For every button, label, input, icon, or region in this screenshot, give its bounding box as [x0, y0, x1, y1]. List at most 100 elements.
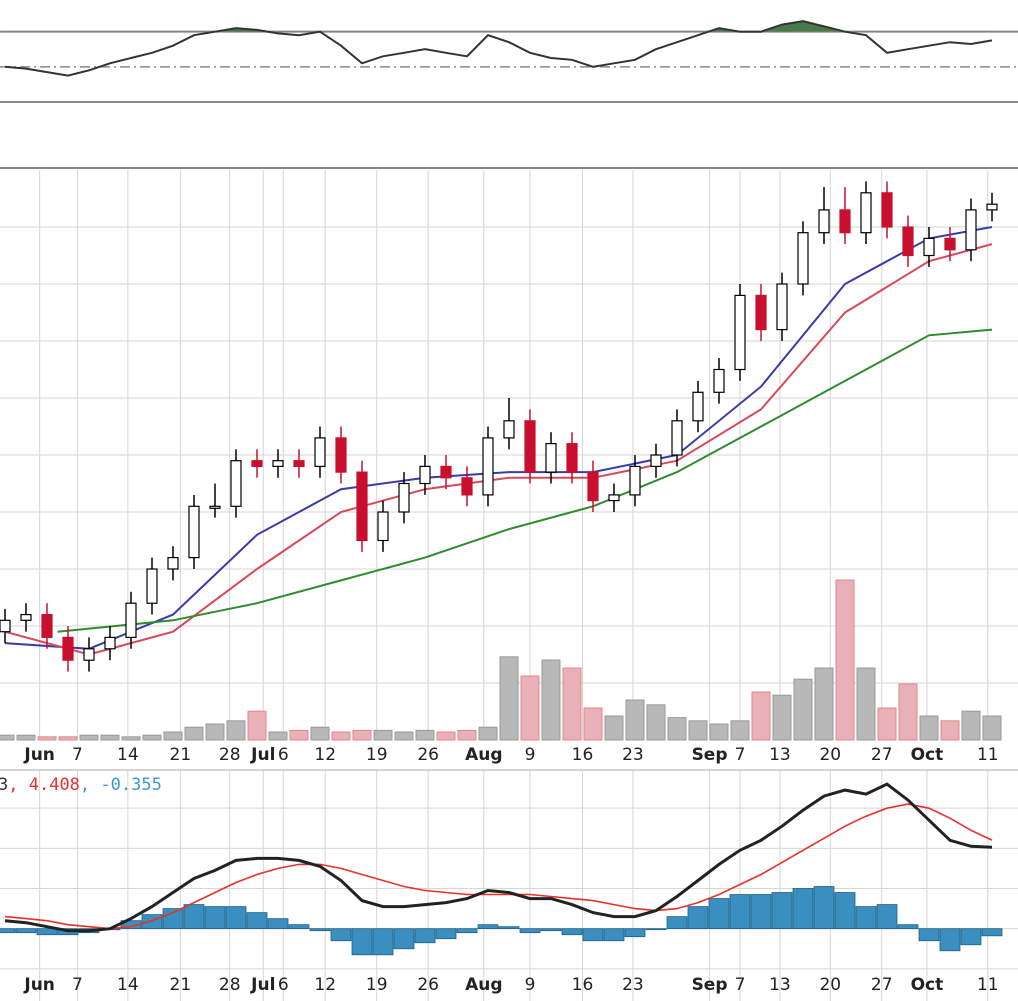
volume-bar [982, 715, 1002, 741]
x-tick-label: 16 [572, 745, 594, 765]
histogram-bar [372, 928, 394, 956]
volume-bar [688, 720, 708, 741]
candle-body [713, 368, 725, 393]
volume-bar [562, 667, 582, 741]
volume-bar [331, 731, 351, 741]
histogram-bar [981, 928, 1003, 937]
candle-body [587, 471, 599, 502]
histogram-bar [834, 892, 856, 930]
histogram-bar [645, 928, 667, 931]
volume-bar [499, 656, 519, 741]
volume-bar [457, 729, 477, 741]
x-tick-label: 12 [314, 975, 336, 995]
volume-bar [352, 729, 372, 741]
volume-bar [625, 699, 645, 741]
candle-body [377, 511, 389, 542]
x-tick-label: 23 [622, 975, 644, 995]
volume-bar [205, 723, 225, 741]
x-tick-label: Sep [692, 745, 728, 765]
histogram-bar [183, 904, 205, 930]
candle-body [839, 209, 851, 234]
histogram-bar [561, 928, 583, 936]
histogram-bar [393, 928, 415, 950]
candle-body [293, 460, 305, 468]
volume-bar [373, 729, 393, 741]
x-tick-label: 13 [769, 745, 791, 765]
candle-body [692, 391, 704, 422]
x-tick-label: 6 [278, 745, 289, 765]
candle-body [482, 437, 494, 496]
x-tick-label: 7 [72, 745, 83, 765]
volume-bar [583, 707, 603, 741]
macd-line [4, 782, 993, 933]
histogram-bar [225, 906, 247, 930]
histogram-bar [330, 928, 352, 942]
moving-average [4, 243, 993, 656]
x-tick-label: 20 [819, 745, 841, 765]
x-tick-label: 6 [278, 975, 289, 995]
x-tick-label: 21 [170, 745, 192, 765]
candle-body [860, 192, 872, 234]
x-tick-label: 26 [417, 745, 439, 765]
histogram-bar [351, 928, 373, 956]
volume-bar [394, 731, 414, 741]
histogram-bar [141, 914, 163, 930]
candle-body [104, 636, 116, 650]
histogram-bar [498, 926, 520, 930]
candle-body [356, 471, 368, 542]
histogram-bar [729, 894, 751, 930]
candle-body [188, 505, 200, 559]
volume-bar [814, 667, 834, 741]
volume-bar [142, 734, 162, 741]
histogram-bar [708, 898, 730, 930]
histogram-bar [813, 886, 835, 930]
x-tick-label: 27 [871, 975, 893, 995]
candle-body [881, 192, 893, 228]
x-tick-label: Oct [911, 975, 944, 995]
volume-bar [79, 734, 99, 741]
overbought-area [215, 21, 845, 32]
candle-body [419, 465, 431, 485]
volume-bar [58, 736, 78, 741]
volume-bar [856, 667, 876, 741]
candle-body [818, 209, 830, 234]
histogram-bar [288, 924, 310, 930]
x-tick-label: 28 [219, 745, 241, 765]
x-tick-label: Aug [465, 975, 502, 995]
histogram-bar [456, 928, 478, 934]
volume-bar [478, 726, 498, 741]
candle-body [314, 437, 326, 467]
x-tick-label: 19 [366, 975, 388, 995]
legend-entry: 4.408 [29, 775, 80, 795]
x-tick-label: 11 [977, 745, 999, 765]
volume-bar [310, 726, 330, 741]
x-tick-label: 20 [819, 975, 841, 995]
volume-bar [37, 736, 57, 741]
volume-bar [940, 720, 960, 741]
candle-body [650, 454, 662, 467]
candle-body [167, 556, 179, 570]
legend-separator: , [8, 775, 28, 795]
x-tick-label: 27 [871, 745, 893, 765]
histogram-bar [960, 928, 982, 946]
legend-entry: -0.355 [100, 775, 161, 795]
volume-bar [709, 723, 729, 741]
candle-body [272, 460, 284, 468]
x-tick-label: 13 [769, 975, 791, 995]
x-tick-label: 28 [219, 975, 241, 995]
histogram-bar [204, 906, 226, 930]
x-tick-label: 21 [170, 975, 192, 995]
legend: 3, 4.408, -0.355 [0, 775, 162, 795]
moving-average [57, 328, 993, 633]
histogram-bar [582, 928, 604, 942]
volume-bar [961, 710, 981, 741]
volume-bar [226, 720, 246, 741]
x-tick-label: Jun [23, 745, 55, 765]
x-tick-label: Sep [692, 975, 728, 995]
x-tick-label: Aug [465, 745, 502, 765]
candle-body [62, 636, 74, 661]
histogram-bar [414, 928, 436, 944]
volume-bar [289, 729, 309, 741]
